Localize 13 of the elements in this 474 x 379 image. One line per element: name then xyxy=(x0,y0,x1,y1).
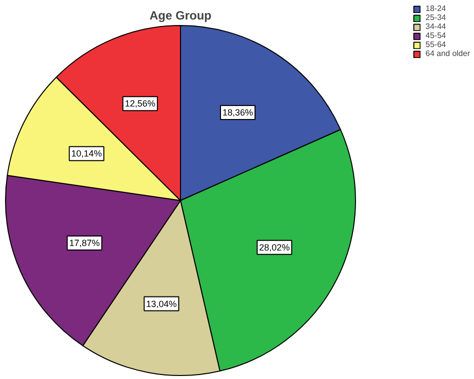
data-label: 10,14% xyxy=(71,148,102,159)
legend-label: 45-54 xyxy=(426,31,446,40)
data-label: 28,02% xyxy=(259,242,290,252)
legend-label: 18-24 xyxy=(426,4,446,13)
data-label: 18,36% xyxy=(222,107,254,118)
data-label: 13,04% xyxy=(146,298,177,309)
data-label: 17,87% xyxy=(69,238,100,248)
legend-label: 34-44 xyxy=(426,22,446,31)
legend-label: 64 and older xyxy=(426,49,470,58)
legend-label: 55-64 xyxy=(426,40,446,49)
data-label: 12,56% xyxy=(124,98,156,109)
chart-title: Age Group xyxy=(150,8,212,22)
legend-label: 25-34 xyxy=(426,13,446,22)
